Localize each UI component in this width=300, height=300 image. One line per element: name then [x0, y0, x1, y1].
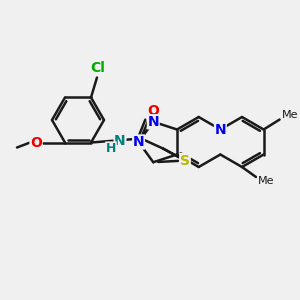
Text: N: N — [114, 134, 126, 148]
Text: Cl: Cl — [91, 61, 105, 76]
Text: N: N — [133, 135, 144, 149]
Text: Me: Me — [281, 110, 298, 119]
Text: S: S — [180, 154, 190, 167]
Text: O: O — [30, 136, 42, 149]
Text: N: N — [148, 115, 159, 129]
Text: H: H — [106, 142, 116, 155]
Text: S: S — [180, 154, 190, 167]
Text: Me: Me — [258, 176, 274, 186]
Text: N: N — [214, 122, 226, 136]
Text: O: O — [147, 103, 159, 118]
